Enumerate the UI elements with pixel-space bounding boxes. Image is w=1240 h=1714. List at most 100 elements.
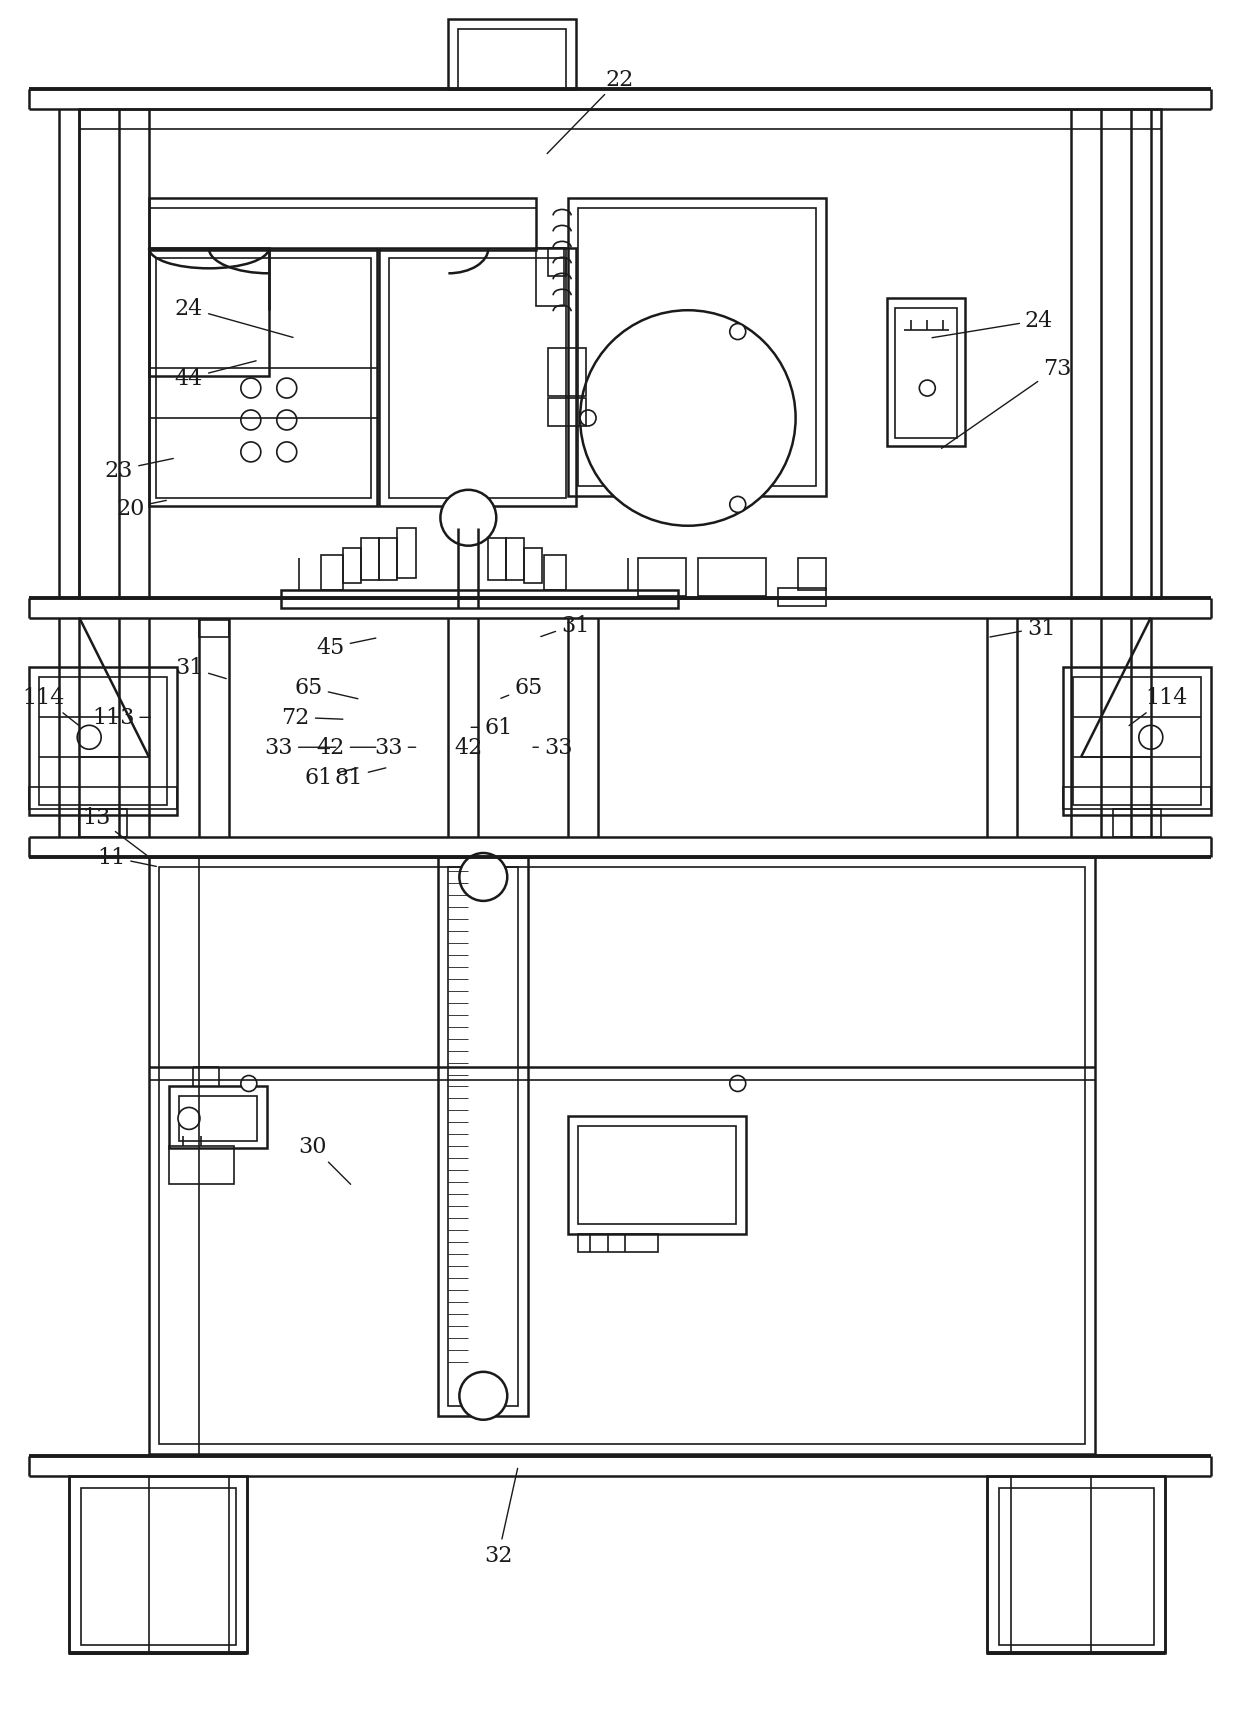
Bar	[378, 249, 577, 507]
Bar	[81, 1488, 236, 1645]
Circle shape	[277, 379, 296, 399]
Circle shape	[440, 490, 496, 547]
Circle shape	[179, 1107, 200, 1130]
Text: 73: 73	[941, 358, 1071, 449]
Circle shape	[580, 310, 796, 526]
Text: 65: 65	[501, 677, 542, 699]
Bar	[30, 668, 177, 816]
Bar	[169, 1147, 234, 1184]
Text: 31: 31	[541, 614, 589, 638]
Bar	[198, 620, 229, 638]
Bar	[548, 350, 587, 398]
Bar	[578, 209, 816, 487]
Bar	[544, 555, 567, 590]
Bar	[449, 867, 518, 1405]
Bar	[149, 857, 1095, 1453]
Text: 42: 42	[449, 737, 482, 759]
Bar	[439, 857, 528, 1416]
Circle shape	[459, 854, 507, 902]
Text: 113: 113	[92, 706, 150, 728]
Bar	[79, 809, 128, 838]
Bar	[459, 29, 567, 89]
Bar	[149, 249, 269, 377]
Text: 24: 24	[932, 310, 1053, 339]
Bar	[797, 559, 826, 590]
Bar	[159, 867, 1085, 1443]
Bar	[388, 259, 567, 499]
Circle shape	[1138, 725, 1163, 749]
Text: 72: 72	[281, 706, 342, 728]
Circle shape	[277, 411, 296, 430]
Text: 61: 61	[471, 716, 512, 739]
Bar	[1073, 679, 1200, 806]
Bar	[79, 110, 1161, 598]
Circle shape	[277, 442, 296, 463]
Text: 33: 33	[374, 737, 415, 759]
Bar	[999, 1488, 1153, 1645]
Bar	[506, 538, 525, 581]
Text: 65: 65	[295, 677, 358, 699]
Bar	[361, 538, 378, 581]
Circle shape	[77, 725, 102, 749]
Bar	[568, 199, 826, 497]
Text: 44: 44	[175, 362, 257, 389]
Bar	[548, 249, 567, 278]
Circle shape	[730, 324, 745, 341]
Text: 23: 23	[105, 459, 174, 482]
Circle shape	[241, 1076, 257, 1092]
Bar	[698, 559, 765, 596]
Circle shape	[730, 1076, 745, 1092]
Bar	[30, 788, 177, 809]
Bar	[156, 259, 371, 499]
Bar	[548, 399, 587, 427]
Text: 22: 22	[547, 69, 634, 154]
Circle shape	[580, 411, 596, 427]
Bar	[1112, 809, 1161, 838]
Bar	[1063, 788, 1210, 809]
Bar	[342, 548, 361, 583]
Circle shape	[919, 381, 935, 398]
Bar	[578, 1234, 658, 1253]
Text: 11: 11	[97, 847, 156, 869]
Text: 31: 31	[990, 617, 1055, 639]
Bar	[149, 199, 536, 252]
Text: 42: 42	[316, 737, 376, 759]
Bar	[449, 21, 577, 89]
Text: 30: 30	[299, 1136, 351, 1184]
Bar	[179, 1097, 257, 1142]
Text: 33: 33	[533, 737, 573, 759]
Text: 61: 61	[305, 766, 358, 788]
Bar	[987, 1476, 1164, 1654]
Bar	[1063, 668, 1210, 816]
Bar	[888, 298, 965, 447]
Text: 13: 13	[82, 807, 146, 855]
Circle shape	[241, 379, 260, 399]
Bar	[40, 679, 167, 806]
Circle shape	[241, 411, 260, 430]
Bar	[578, 1126, 735, 1224]
Bar	[895, 309, 957, 439]
Text: 31: 31	[175, 656, 226, 679]
Bar	[777, 588, 826, 607]
Bar	[637, 559, 686, 596]
Bar	[280, 590, 678, 608]
Text: 114: 114	[1130, 687, 1188, 727]
Text: 81: 81	[335, 766, 386, 788]
Bar	[525, 548, 542, 583]
Text: 45: 45	[316, 638, 376, 660]
Bar	[489, 538, 506, 581]
Bar	[536, 249, 564, 307]
Bar	[397, 528, 417, 578]
Text: 24: 24	[175, 298, 293, 338]
Text: 20: 20	[117, 497, 166, 519]
Bar	[169, 1087, 267, 1148]
Circle shape	[459, 1371, 507, 1419]
Bar	[149, 249, 377, 507]
Bar	[321, 555, 342, 590]
Bar	[378, 538, 397, 581]
Bar	[568, 1118, 745, 1234]
Text: 32: 32	[484, 1469, 517, 1567]
Text: 114: 114	[22, 687, 79, 727]
Circle shape	[730, 497, 745, 512]
Bar	[69, 1476, 247, 1654]
